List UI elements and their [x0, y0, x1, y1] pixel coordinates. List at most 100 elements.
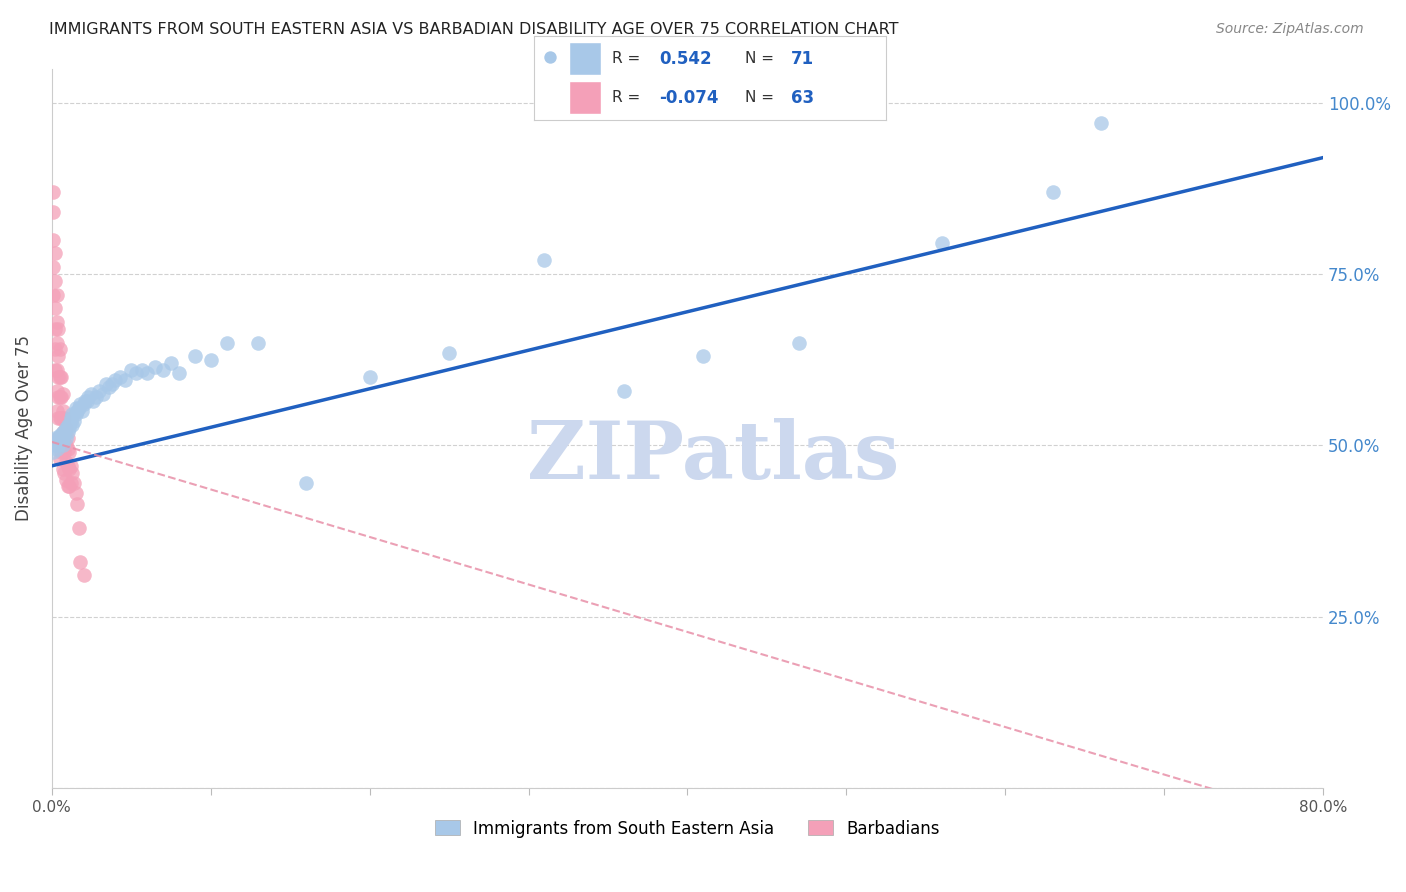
Point	[692, 349, 714, 363]
Point	[48, 343, 70, 357]
Point	[46, 322, 69, 336]
Point	[44, 246, 66, 260]
Point	[136, 367, 159, 381]
Point	[48, 432, 70, 446]
Point	[52, 425, 75, 439]
Point	[108, 369, 131, 384]
Point	[59, 458, 82, 473]
Point	[44, 363, 66, 377]
Point	[42, 287, 65, 301]
Point	[53, 411, 76, 425]
Point	[59, 411, 82, 425]
Point	[42, 205, 65, 219]
Point	[46, 432, 69, 446]
Text: IMMIGRANTS FROM SOUTH EASTERN ASIA VS BARBADIAN DISABILITY AGE OVER 75 CORRELATI: IMMIGRANTS FROM SOUTH EASTERN ASIA VS BA…	[49, 22, 898, 37]
Point	[51, 390, 73, 404]
FancyBboxPatch shape	[569, 43, 602, 75]
Point	[184, 349, 207, 363]
Point	[44, 432, 66, 446]
Text: 71: 71	[790, 50, 814, 68]
Point	[59, 475, 82, 490]
Point	[613, 384, 636, 398]
Point	[51, 434, 73, 449]
Point	[52, 438, 75, 452]
Point	[56, 479, 79, 493]
Point	[55, 421, 77, 435]
Point	[44, 274, 66, 288]
Point	[69, 397, 91, 411]
Point	[45, 384, 67, 398]
Point	[48, 452, 70, 467]
Point	[56, 432, 79, 446]
Point	[56, 417, 79, 432]
Point	[45, 363, 67, 377]
Point	[67, 520, 90, 534]
Point	[295, 475, 318, 490]
Point	[1042, 185, 1064, 199]
Point	[48, 411, 70, 425]
Point	[46, 390, 69, 404]
Point	[104, 373, 127, 387]
Point	[52, 425, 75, 439]
Point	[45, 442, 67, 456]
Text: R =: R =	[612, 51, 645, 66]
Point	[82, 393, 104, 408]
Point	[45, 287, 67, 301]
Point	[55, 455, 77, 469]
Point	[89, 384, 111, 398]
Point	[45, 335, 67, 350]
Point	[67, 401, 90, 415]
Point	[437, 346, 460, 360]
Point	[97, 380, 120, 394]
Point	[51, 428, 73, 442]
Point	[131, 363, 153, 377]
Legend: Immigrants from South Eastern Asia, Barbadians: Immigrants from South Eastern Asia, Barb…	[429, 813, 946, 844]
FancyBboxPatch shape	[569, 81, 602, 113]
Point	[55, 421, 77, 435]
Point	[52, 432, 75, 446]
Point	[72, 568, 94, 582]
Point	[200, 352, 222, 367]
Point	[69, 555, 91, 569]
Point	[65, 401, 87, 415]
Point	[58, 421, 80, 435]
Point	[94, 376, 117, 391]
Point	[53, 428, 76, 442]
Point	[56, 442, 79, 456]
Point	[65, 408, 87, 422]
Point	[931, 236, 953, 251]
Point	[53, 425, 76, 439]
Point	[51, 432, 73, 446]
Text: 63: 63	[790, 88, 814, 106]
Point	[46, 369, 69, 384]
Text: 0.542: 0.542	[659, 50, 711, 68]
Point	[787, 335, 810, 350]
Point	[80, 387, 103, 401]
Point	[56, 458, 79, 473]
Point	[51, 369, 73, 384]
Point	[59, 414, 82, 428]
Point	[62, 408, 84, 422]
Point	[56, 425, 79, 439]
Point	[160, 356, 183, 370]
Point	[58, 445, 80, 459]
Point	[52, 462, 75, 476]
Point	[62, 466, 84, 480]
Point	[48, 428, 70, 442]
Point	[58, 417, 80, 432]
Point	[52, 387, 75, 401]
Point	[152, 363, 174, 377]
Point	[77, 390, 100, 404]
Point	[101, 376, 124, 391]
Point	[84, 390, 107, 404]
Point	[359, 369, 381, 384]
Point	[114, 373, 136, 387]
Point	[51, 445, 73, 459]
Point	[538, 50, 561, 64]
Point	[58, 462, 80, 476]
Point	[62, 417, 84, 432]
Point	[52, 442, 75, 456]
Point	[55, 438, 77, 452]
Point	[45, 315, 67, 329]
Point	[63, 414, 86, 428]
